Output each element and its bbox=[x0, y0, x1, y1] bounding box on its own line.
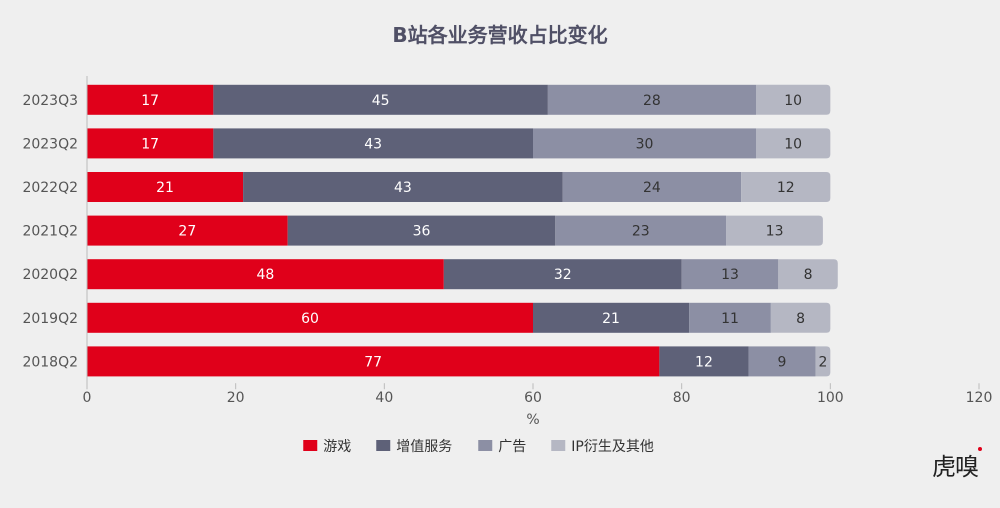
bar-segment bbox=[533, 128, 756, 159]
bar-segment bbox=[689, 302, 771, 333]
data-label: 60 bbox=[301, 311, 319, 327]
data-label: 77 bbox=[364, 354, 382, 370]
legend-swatch bbox=[376, 440, 391, 451]
bar-segment bbox=[213, 84, 548, 115]
bar-segment bbox=[547, 84, 756, 115]
legend-label: 增值服务 bbox=[396, 439, 452, 455]
bar-segment bbox=[213, 128, 533, 159]
data-label: 36 bbox=[413, 224, 431, 240]
bar-segment bbox=[748, 346, 816, 377]
x-tick-label: 120 bbox=[966, 390, 993, 406]
data-label: 17 bbox=[141, 93, 159, 109]
bar-segment bbox=[659, 346, 749, 377]
data-label: 2 bbox=[818, 354, 827, 370]
bar-segment bbox=[87, 84, 214, 115]
bar-segment bbox=[756, 84, 831, 115]
bar-segment bbox=[562, 172, 742, 202]
x-tick-label: 0 bbox=[83, 390, 92, 406]
bar-segment bbox=[756, 128, 831, 159]
bar-segment bbox=[555, 215, 727, 246]
bar-segment bbox=[87, 128, 214, 159]
x-tick-label: 80 bbox=[673, 390, 691, 406]
bar-segment bbox=[741, 172, 831, 202]
legend-swatch bbox=[478, 440, 493, 451]
x-tick-label: 100 bbox=[817, 390, 844, 406]
bar-segment bbox=[726, 215, 823, 246]
bar-segment bbox=[87, 302, 533, 333]
data-label: 8 bbox=[804, 267, 813, 283]
x-tick-label: 40 bbox=[375, 390, 393, 406]
category-label: 2023Q3 bbox=[22, 93, 78, 109]
legend-label: 游戏 bbox=[323, 439, 351, 455]
data-label: 24 bbox=[643, 180, 661, 196]
category-label: 2021Q2 bbox=[22, 224, 78, 240]
bar-segment bbox=[87, 172, 244, 202]
x-axis-label: % bbox=[526, 412, 539, 428]
bar-segment bbox=[815, 346, 831, 377]
data-label: 45 bbox=[372, 93, 390, 109]
data-label: 30 bbox=[636, 136, 654, 152]
category-label: 2023Q2 bbox=[22, 136, 78, 152]
data-label: 23 bbox=[632, 224, 650, 240]
data-label: 8 bbox=[796, 311, 805, 327]
category-label: 2018Q2 bbox=[22, 354, 78, 370]
category-label: 2022Q2 bbox=[22, 180, 78, 196]
data-label: 21 bbox=[602, 311, 620, 327]
bar-segment bbox=[533, 302, 690, 333]
data-label: 32 bbox=[554, 267, 572, 283]
bar-segment bbox=[287, 215, 556, 246]
bar-segment bbox=[87, 215, 288, 246]
huxiu-logo: 虎嗅 bbox=[932, 447, 982, 482]
data-label: 21 bbox=[156, 180, 174, 196]
category-label: 2019Q2 bbox=[22, 311, 78, 327]
bar-segment bbox=[778, 259, 838, 290]
data-label: 43 bbox=[394, 180, 412, 196]
bar-segment bbox=[443, 259, 682, 290]
legend-swatch bbox=[303, 440, 318, 451]
data-label: 48 bbox=[256, 267, 274, 283]
chart-title: B站各业务营收占比变化 bbox=[392, 23, 607, 47]
bar-segment bbox=[87, 346, 660, 377]
data-label: 11 bbox=[721, 311, 739, 327]
legend-swatch bbox=[551, 440, 566, 451]
legend-label: 广告 bbox=[498, 439, 526, 455]
data-label: 27 bbox=[178, 224, 196, 240]
data-label: 12 bbox=[777, 180, 795, 196]
legend-label: IP衍生及其他 bbox=[571, 439, 654, 455]
data-label: 28 bbox=[643, 93, 661, 109]
x-tick-label: 20 bbox=[227, 390, 245, 406]
bar-segment bbox=[87, 259, 444, 290]
data-label: 13 bbox=[721, 267, 739, 283]
data-label: 17 bbox=[141, 136, 159, 152]
data-label: 13 bbox=[766, 224, 784, 240]
bar-segment bbox=[770, 302, 831, 333]
data-label: 12 bbox=[695, 354, 713, 370]
bar-segment bbox=[681, 259, 779, 290]
data-label: 43 bbox=[364, 136, 382, 152]
data-label: 9 bbox=[778, 354, 787, 370]
data-label: 10 bbox=[784, 136, 802, 152]
bar-segment bbox=[243, 172, 563, 202]
x-tick-label: 60 bbox=[524, 390, 542, 406]
data-label: 10 bbox=[784, 93, 802, 109]
category-label: 2020Q2 bbox=[22, 267, 78, 283]
